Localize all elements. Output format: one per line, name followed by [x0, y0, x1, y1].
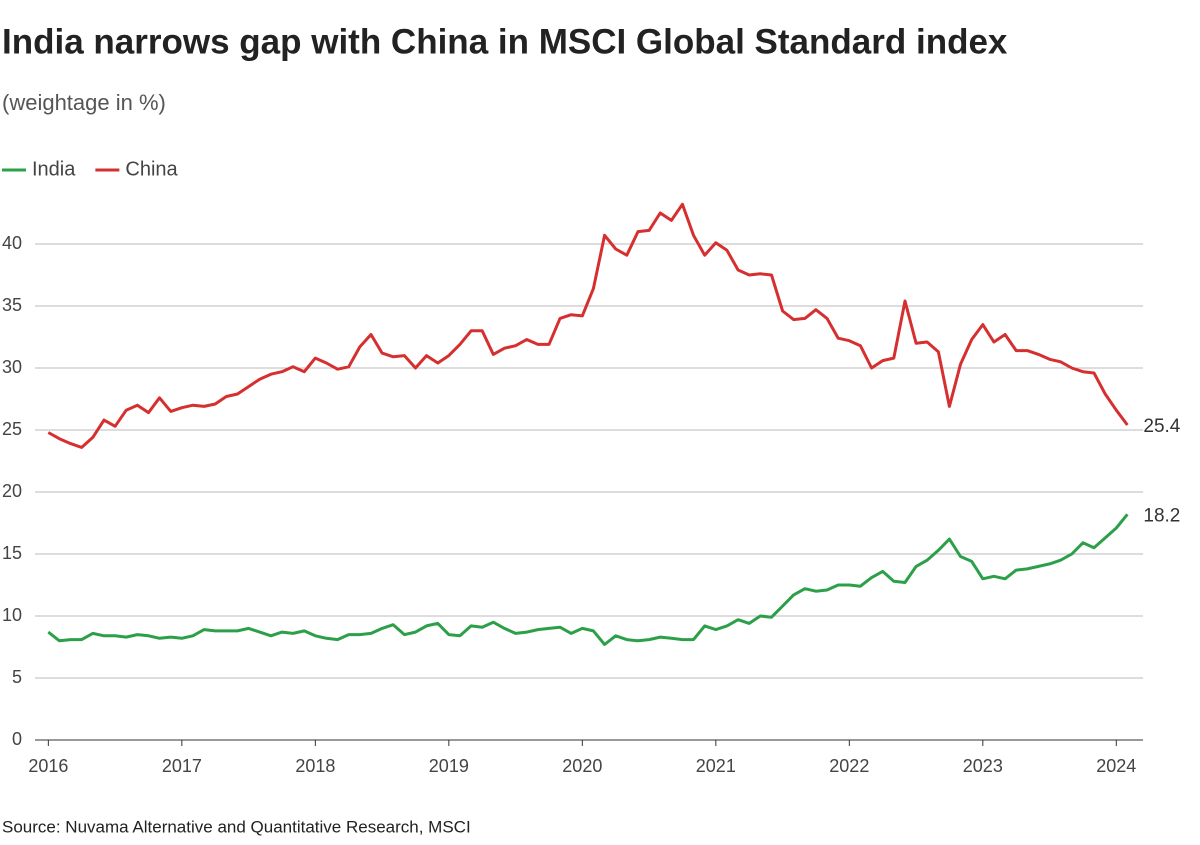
y-tick-label: 5: [12, 667, 22, 687]
end-label: 25.4: [1143, 416, 1180, 437]
chart-title: India narrows gap with China in MSCI Glo…: [2, 22, 1008, 61]
y-tick-label: 0: [12, 729, 22, 749]
end-label: 18.2: [1143, 505, 1180, 526]
x-tick-label: 2019: [429, 756, 469, 776]
x-tick-label: 2021: [696, 756, 736, 776]
y-tick-label: 40: [2, 233, 22, 253]
x-tick-label: 2022: [829, 756, 869, 776]
y-tick-label: 20: [2, 481, 22, 501]
x-tick-label: 2024: [1096, 756, 1136, 776]
source-note: Source: Nuvama Alternative and Quantitat…: [2, 817, 471, 836]
series-line: [47, 513, 1129, 646]
x-tick-label: 2016: [28, 756, 68, 776]
x-tick-label: 2020: [562, 756, 602, 776]
x-tick-label: 2018: [295, 756, 335, 776]
x-tick-label: 2017: [162, 756, 202, 776]
legend-label: China: [125, 158, 178, 180]
y-tick-label: 35: [2, 295, 22, 315]
y-tick-label: 15: [2, 543, 22, 563]
y-tick-label: 25: [2, 419, 22, 439]
y-tick-label: 30: [2, 357, 22, 377]
chart-subtitle: (weightage in %): [2, 90, 166, 115]
y-tick-label: 10: [2, 605, 22, 625]
x-tick-label: 2023: [963, 756, 1003, 776]
series-line: [47, 202, 1129, 449]
legend-label: India: [32, 158, 76, 180]
